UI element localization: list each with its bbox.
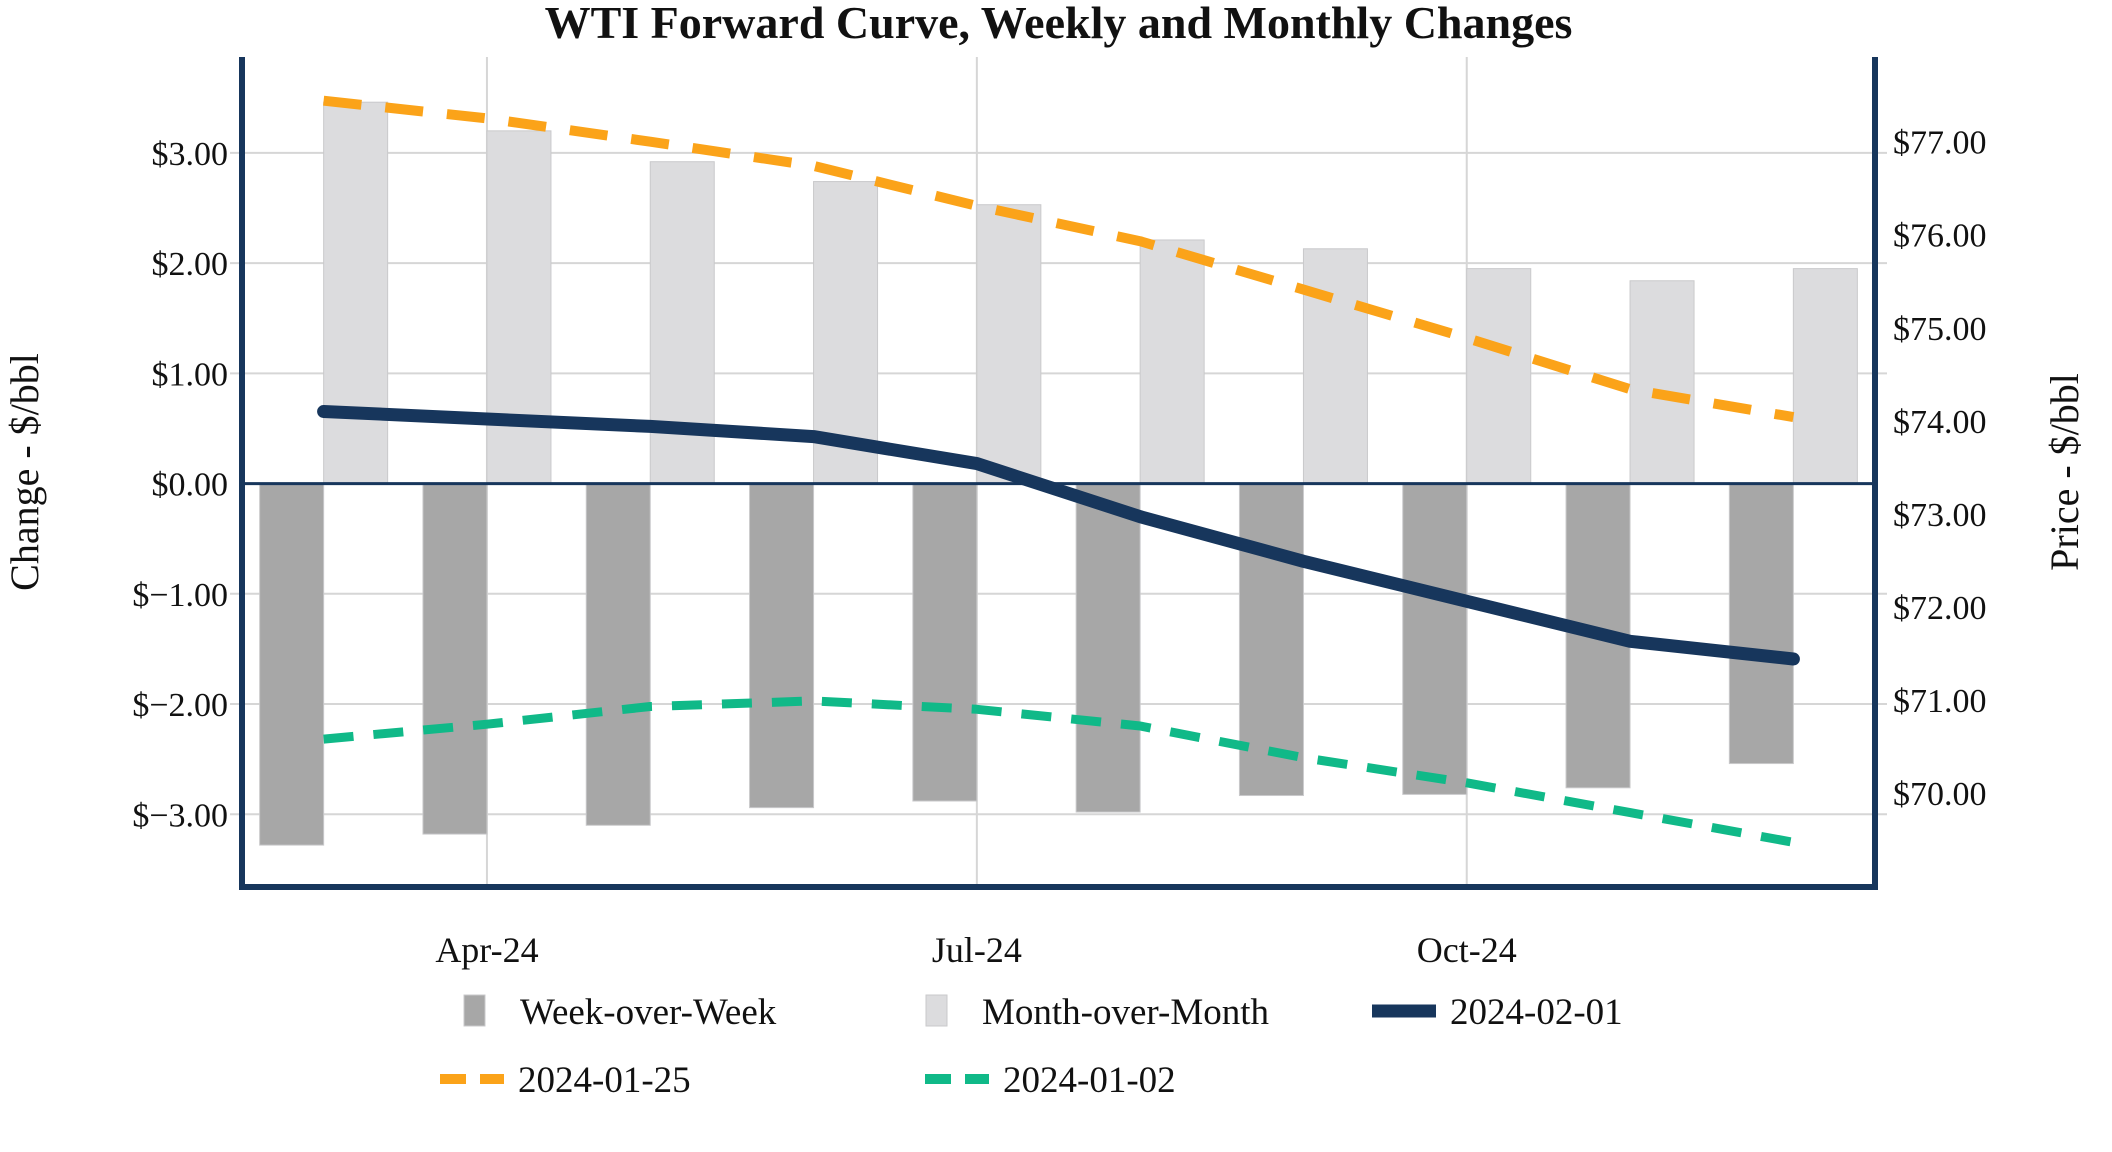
legend-label: 2024-01-25 [518,1060,691,1101]
mom-bar-Mar-24 [323,101,389,485]
series-line-2024-02-01 [317,405,1800,666]
left-axis-tick-label: $−3.00 [132,797,228,834]
right-axis-tick-label: $73.00 [1893,497,1987,534]
left-axis-tick-label: $3.00 [152,136,229,173]
right-axis-spine [1872,57,1878,890]
wow-bar-Jun-24 [749,483,815,809]
x-axis-tick-label: Oct-24 [1417,930,1517,970]
wow-bar-Sep-24 [1238,483,1304,797]
mom-bar-Aug-24 [1139,239,1205,485]
wow-bar-Dec-24 [1728,483,1794,765]
legend-label: Week-over-Week [520,992,777,1033]
left-axis-tick-label: $2.00 [152,246,229,283]
right-axis-tick-label: $76.00 [1893,218,1987,255]
right-axis-tick-label: $72.00 [1893,590,1987,627]
right-axis-tick-label: $77.00 [1893,125,1987,162]
right-axis-tick-label: $71.00 [1893,683,1987,720]
left-axis-tick-label: $1.00 [152,356,229,393]
mom-bar-Sep-24 [1302,248,1368,485]
mom-bar-Dec-24 [1792,268,1858,485]
legend-label: Month-over-Month [982,992,1270,1033]
wow-bar-Apr-24 [422,483,488,835]
series-line-2024-01-25 [323,95,1795,423]
left-axis-tick-label: $0.00 [152,467,229,504]
mom-bar-Nov-24 [1629,280,1695,485]
right-axis-title: Price - $/bbl [2042,373,2087,571]
mom-bar-Oct-24 [1466,268,1532,485]
left-axis-spine [239,57,245,890]
chart-title: WTI Forward Curve, Weekly and Monthly Ch… [545,0,1573,48]
wow-bar-May-24 [585,483,651,826]
right-axis-tick-label: $70.00 [1893,776,1987,813]
left-axis-tick-label: $−1.00 [132,577,228,614]
wow-bar-Mar-24 [259,483,325,846]
legend-swatch-Week-over-Week [463,994,486,1027]
wow-bar-Oct-24 [1402,483,1468,795]
legend-label: 2024-01-02 [1003,1060,1176,1101]
legend-label: 2024-02-01 [1450,992,1623,1033]
x-axis-tick-label: Jul-24 [932,930,1022,970]
x-axis-spine [239,884,1878,890]
wow-bar-Aug-24 [1075,483,1141,813]
mom-bar-Apr-24 [486,130,552,485]
wow-bar-Jul-24 [912,483,978,802]
left-axis-title: Change - $/bbl [2,353,47,591]
x-axis-tick-label: Apr-24 [435,930,538,970]
right-axis-tick-label: $75.00 [1893,311,1987,348]
left-axis-tick-label: $−2.00 [132,687,228,724]
legend-swatch-Month-over-Month [925,994,948,1027]
right-axis-tick-label: $74.00 [1893,404,1987,441]
mom-bar-Jul-24 [976,204,1042,485]
